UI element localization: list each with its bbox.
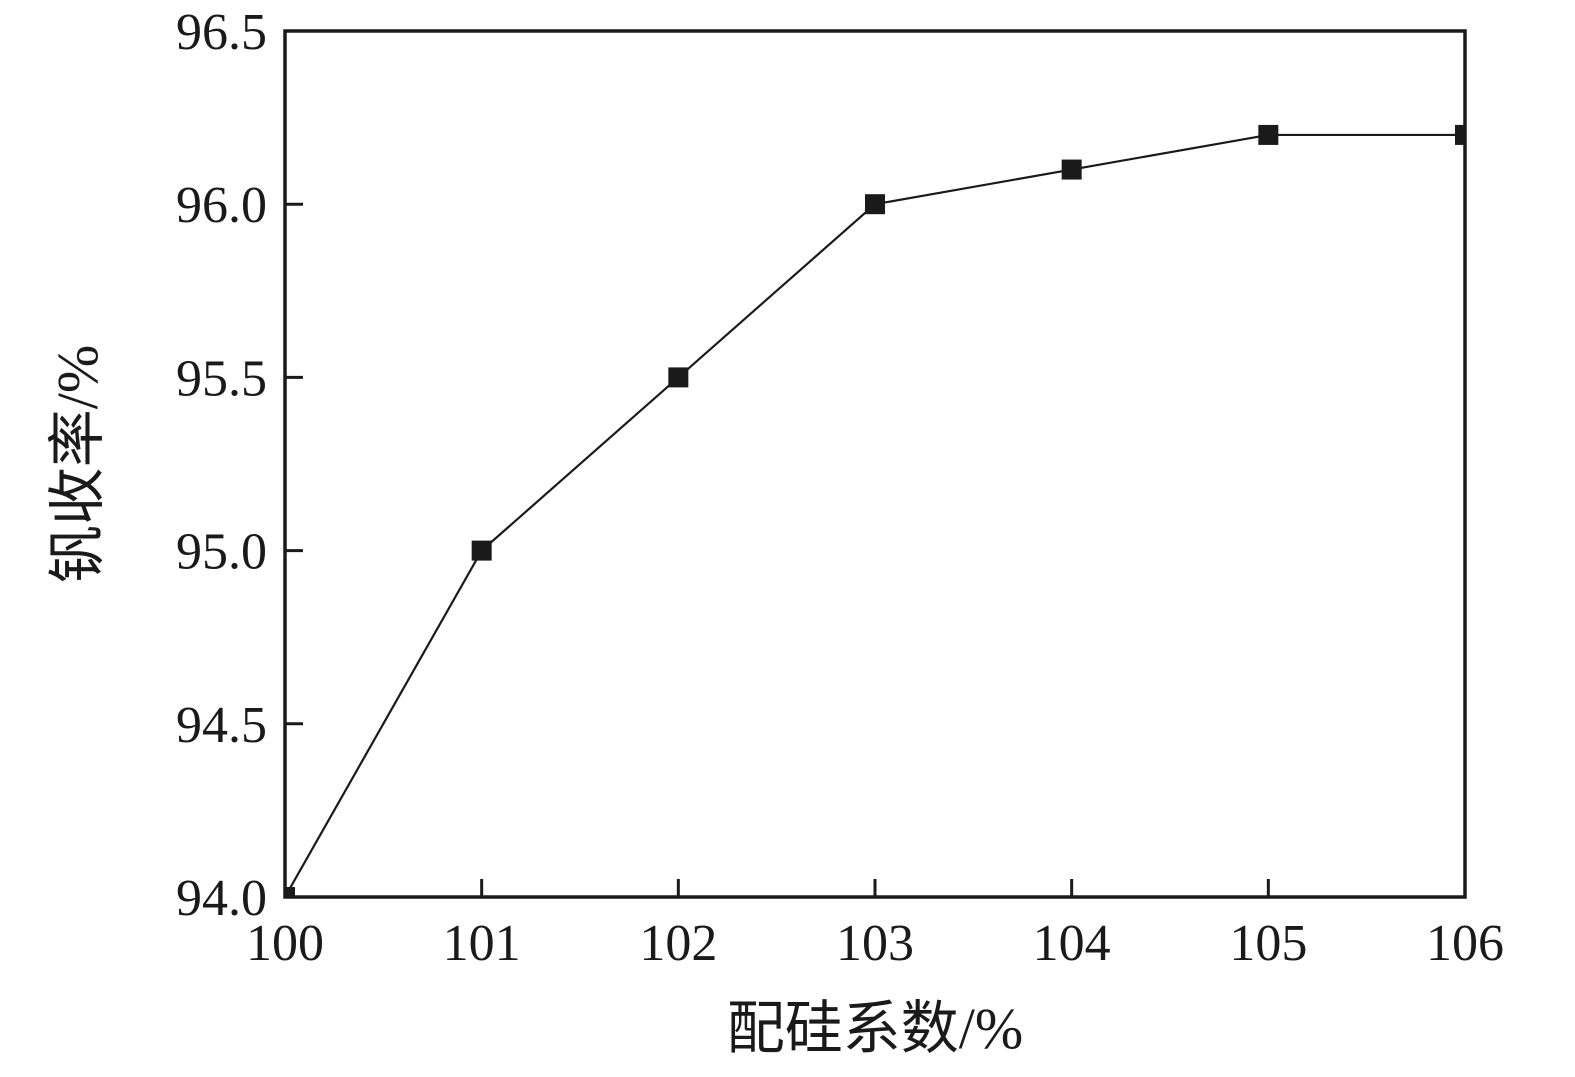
y-axis-title: 钒收率/% <box>45 345 110 583</box>
x-axis-tick-label: 101 <box>443 915 521 972</box>
data-point-marker <box>668 367 689 388</box>
x-axis-tick-label: 106 <box>1426 915 1504 972</box>
data-point-marker <box>1258 124 1279 145</box>
data-series-group <box>285 124 1465 897</box>
data-point-marker <box>285 887 295 897</box>
y-axis-tick-label: 94.0 <box>176 870 267 927</box>
data-point-marker <box>1061 159 1082 180</box>
y-axis-tick-label: 96.0 <box>176 177 267 234</box>
x-axis-tick-label: 103 <box>836 915 914 972</box>
data-point-marker <box>471 540 492 561</box>
x-axis-tick-label: 102 <box>639 915 717 972</box>
ticks-group <box>283 29 1467 899</box>
axes-group <box>283 29 1467 899</box>
series-line <box>285 133 1465 897</box>
y-axis-tick-label: 95.5 <box>176 350 267 407</box>
x-axis-tick-label: 105 <box>1229 915 1307 972</box>
y-axis-tick-label: 96.5 <box>176 4 267 61</box>
y-axis-tick-label: 95.0 <box>176 524 267 581</box>
data-point-marker <box>865 194 885 215</box>
y-axis-tick-label: 94.5 <box>176 697 267 754</box>
x-axis-title: 配硅系数/% <box>727 996 1023 1061</box>
x-axis-tick-label: 100 <box>246 915 324 972</box>
plot-border <box>283 29 1467 899</box>
tick-labels-group: 100 101 102 103 104 105 106 94.0 94.5 95.0 95.5 96.… <box>176 4 1504 972</box>
x-axis-tick-label: 104 <box>1033 915 1111 972</box>
data-point-marker <box>1455 124 1465 145</box>
